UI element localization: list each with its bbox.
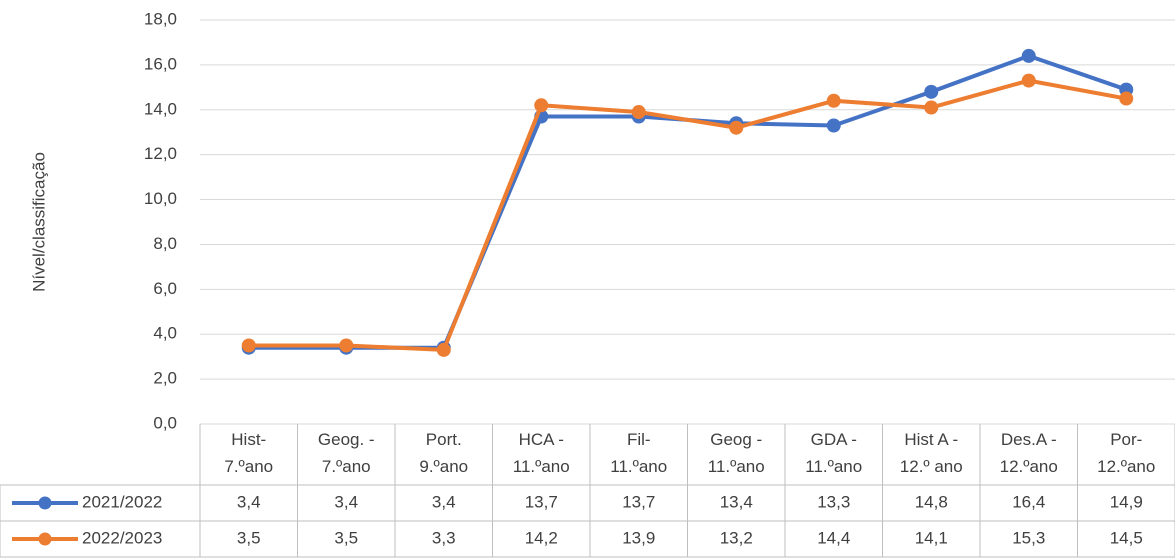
y-tick-label: 18,0 bbox=[144, 9, 177, 28]
data-label: 16,4 bbox=[1012, 492, 1045, 511]
data-label: 13,4 bbox=[720, 492, 753, 511]
y-axis-label: Nível/classificação bbox=[29, 152, 48, 292]
legend-marker bbox=[38, 496, 52, 510]
point bbox=[729, 120, 744, 135]
legend-label: 2021/2022 bbox=[82, 492, 162, 511]
x-tick-label: Geog - 11.ºano bbox=[708, 430, 765, 476]
point bbox=[534, 98, 549, 113]
legend-label: 2022/2023 bbox=[82, 528, 162, 547]
x-tick-label: Hist- 7.ºano bbox=[224, 430, 273, 476]
x-tick-label-line: 7.ºano bbox=[224, 457, 273, 476]
x-tick-label-line: 12.ºano bbox=[1000, 457, 1058, 476]
point bbox=[631, 105, 646, 120]
x-tick-label-line: Hist- bbox=[231, 430, 266, 449]
y-tick-label: 14,0 bbox=[144, 99, 177, 118]
point bbox=[1021, 48, 1036, 63]
data-label: 3,3 bbox=[432, 528, 456, 547]
x-tick-label-line: Fil- bbox=[627, 430, 651, 449]
data-label: 13,3 bbox=[817, 492, 850, 511]
data-label: 13,2 bbox=[720, 528, 753, 547]
point bbox=[826, 118, 841, 133]
x-tick-label: Hist A - 12.º ano bbox=[900, 430, 963, 476]
x-tick-label: Geog. - 7.ºano bbox=[318, 430, 375, 476]
point bbox=[924, 84, 939, 99]
data-label: 14,8 bbox=[915, 492, 948, 511]
data-label: 15,3 bbox=[1012, 528, 1045, 547]
x-tick-label-line: 12.ºano bbox=[1097, 457, 1155, 476]
legend-marker bbox=[38, 532, 52, 546]
x-tick-label-line: Geog - bbox=[710, 430, 762, 449]
y-tick-label: 2,0 bbox=[153, 369, 177, 388]
y-tick-label: 16,0 bbox=[144, 54, 177, 73]
x-tick-label-line: Geog. - bbox=[318, 430, 375, 449]
y-tick-label: 0,0 bbox=[153, 413, 177, 432]
data-label: 3,4 bbox=[432, 492, 456, 511]
x-tick-label-line: GDA - bbox=[811, 430, 857, 449]
data-label: 13,7 bbox=[525, 492, 558, 511]
x-tick-label: Fil- 11.ºano bbox=[610, 430, 667, 476]
x-tick-label-line: 12.º ano bbox=[900, 457, 963, 476]
x-tick-label-line: 11.ºano bbox=[513, 457, 570, 476]
point bbox=[339, 338, 354, 353]
x-tick-label-line: 9.ºano bbox=[419, 457, 468, 476]
x-tick-label-line: Hist A - bbox=[904, 430, 958, 449]
data-label: 3,5 bbox=[334, 528, 358, 547]
y-tick-label: 4,0 bbox=[153, 324, 177, 343]
data-label: 14,4 bbox=[817, 528, 850, 547]
x-tick-label-line: HCA - bbox=[519, 430, 564, 449]
x-tick-label-line: Por- bbox=[1110, 430, 1142, 449]
point bbox=[241, 338, 256, 353]
x-tick-label-line: 11.ºano bbox=[610, 457, 667, 476]
y-tick-label: 6,0 bbox=[153, 279, 177, 298]
x-tick-label: HCA - 11.ºano bbox=[513, 430, 570, 476]
series-line bbox=[248, 78, 1127, 352]
x-tick-label-line: Des.A - bbox=[1001, 430, 1057, 449]
data-label: 3,5 bbox=[237, 528, 261, 547]
y-tick-label: 10,0 bbox=[144, 189, 177, 208]
data-label: 14,5 bbox=[1110, 528, 1143, 547]
point bbox=[1021, 73, 1036, 88]
data-label: 3,4 bbox=[237, 492, 261, 511]
x-tick-label-line: 11.ºano bbox=[708, 457, 765, 476]
x-tick-label: Por- 12.ºano bbox=[1097, 430, 1155, 476]
x-tick-label-line: 7.ºano bbox=[322, 457, 371, 476]
point bbox=[924, 100, 939, 115]
x-tick-label: Des.A - 12.ºano bbox=[1000, 430, 1058, 476]
series-line bbox=[248, 53, 1127, 350]
point bbox=[1119, 91, 1134, 106]
point bbox=[826, 93, 841, 108]
x-tick-label-line: Port. bbox=[426, 430, 462, 449]
x-tick-label: GDA - 11.ºano bbox=[805, 430, 862, 476]
data-label: 14,1 bbox=[915, 528, 948, 547]
data-label: 14,2 bbox=[525, 528, 558, 547]
data-label: 13,9 bbox=[622, 528, 655, 547]
y-tick-label: 8,0 bbox=[153, 234, 177, 253]
data-label: 3,4 bbox=[334, 492, 358, 511]
y-tick-label: 12,0 bbox=[144, 144, 177, 163]
point bbox=[436, 342, 451, 357]
data-label: 14,9 bbox=[1110, 492, 1143, 511]
x-tick-label-line: 11.ºano bbox=[805, 457, 862, 476]
x-tick-label: Port. 9.ºano bbox=[419, 430, 468, 476]
data-label: 13,7 bbox=[622, 492, 655, 511]
